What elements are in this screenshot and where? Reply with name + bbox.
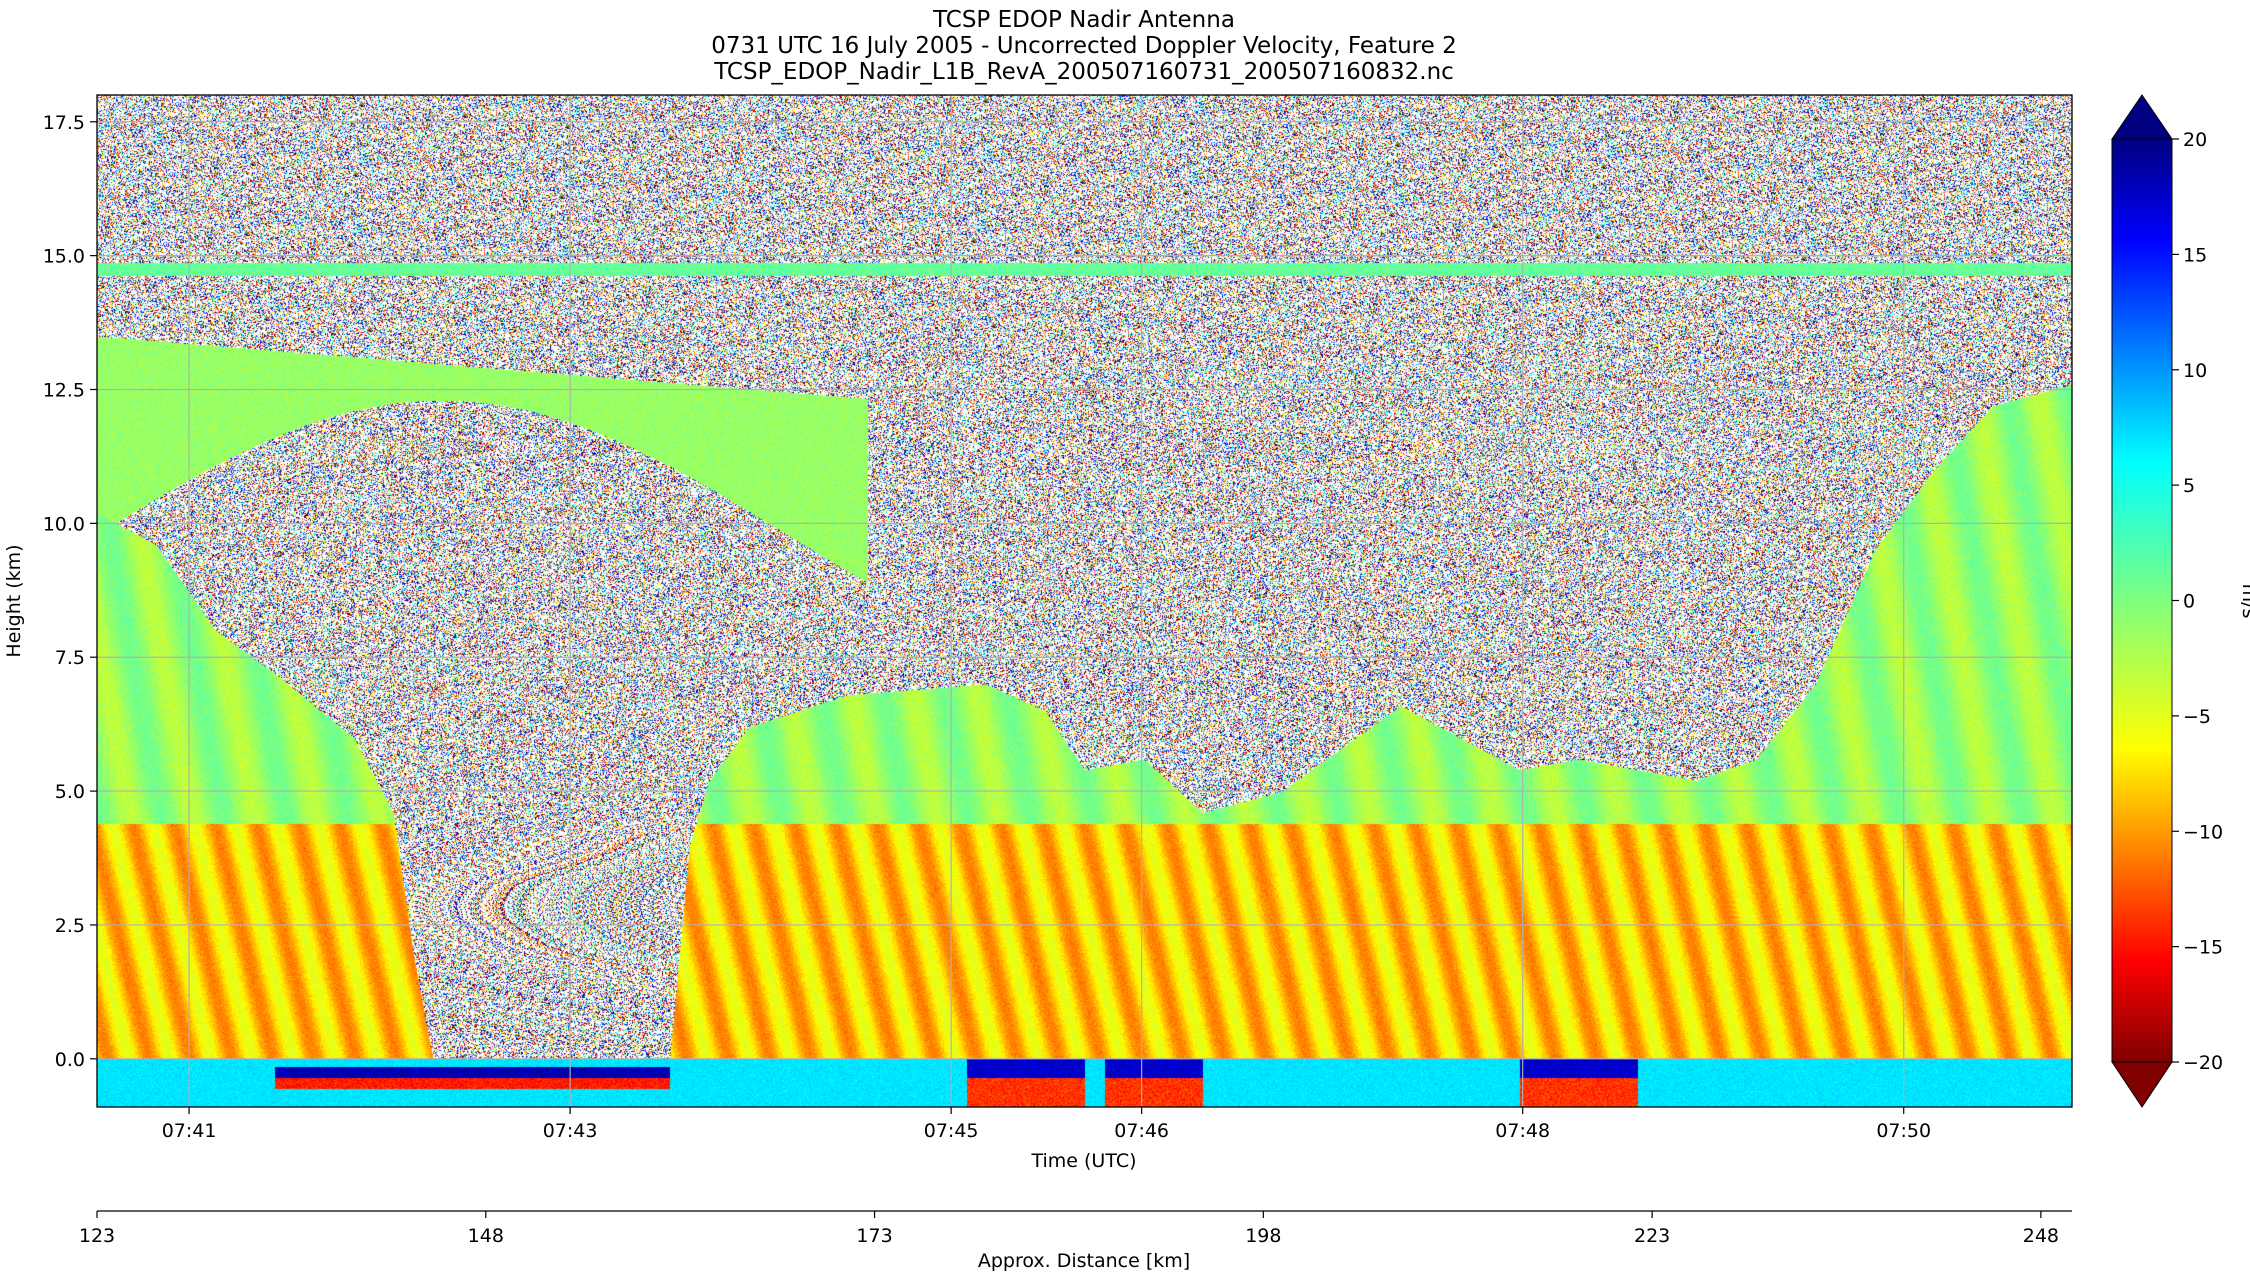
colorbar-label: m/s — [2238, 584, 2250, 619]
y-axis-label: Height (km) — [3, 544, 25, 657]
y-tick-label: 12.5 — [43, 379, 85, 401]
colorbar-tick-label: 10 — [2183, 360, 2207, 382]
chart-title-line-2: 0731 UTC 16 July 2005 - Uncorrected Dopp… — [711, 33, 1456, 59]
x-tick-label: 07:45 — [924, 1120, 979, 1142]
x-axis-label: Time (UTC) — [1030, 1150, 1136, 1172]
colorbar-tick-label: 20 — [2183, 129, 2207, 151]
distance-tick-label: 198 — [1245, 1225, 1281, 1247]
distance-tick-label: 173 — [856, 1225, 892, 1247]
colorbar-tick-label: −5 — [2183, 706, 2211, 728]
x-axis: 07:41 07:43 07:45 07:46 07:48 07:50 — [162, 1107, 1931, 1142]
colorbar-tick-label: 5 — [2183, 475, 2195, 497]
x-tick-label: 07:50 — [1876, 1120, 1931, 1142]
chart-title-line-1: TCSP EDOP Nadir Antenna — [932, 7, 1235, 33]
colorbar-gradient — [2111, 138, 2173, 1063]
colorbar-tick-label: −15 — [2183, 937, 2223, 959]
x-tick-label: 07:41 — [162, 1120, 217, 1142]
x-tick-label: 07:48 — [1495, 1120, 1550, 1142]
y-tick-label: 17.5 — [43, 112, 85, 134]
distance-axis-label: Approx. Distance [km] — [978, 1250, 1190, 1272]
plot-area — [97, 95, 2072, 1107]
colorbar-bottom-extension — [2111, 1061, 2173, 1108]
y-tick-label: 7.5 — [55, 647, 85, 669]
colorbar-top-extension — [2111, 94, 2173, 140]
velocity-field-image — [97, 95, 2072, 1107]
colorbar: −20 −15 −10 −5 0 5 10 15 20 m/s — [2111, 94, 2250, 1108]
x-tick-label: 07:46 — [1114, 1120, 1169, 1142]
colorbar-tick-label: −20 — [2183, 1052, 2223, 1074]
x-tick-label: 07:43 — [543, 1120, 598, 1142]
colorbar-tick-label: −10 — [2183, 821, 2223, 843]
plot-frame — [96, 94, 2073, 1108]
distance-tick-label: 148 — [468, 1225, 504, 1247]
y-tick-label: 2.5 — [55, 915, 85, 937]
distance-axis: 123 148 173 198 223 248 — [79, 1210, 2072, 1247]
distance-tick-label: 223 — [1634, 1225, 1670, 1247]
y-tick-label: 5.0 — [55, 781, 85, 803]
y-tick-label: 0.0 — [55, 1049, 85, 1071]
y-axis: 0.0 2.5 5.0 7.5 10.0 12.5 15.0 17.5 — [43, 112, 97, 1071]
y-tick-label: 10.0 — [43, 513, 85, 535]
grid-lines — [97, 95, 2072, 1107]
chart-title-line-3: TCSP_EDOP_Nadir_L1B_RevA_200507160731_20… — [713, 59, 1454, 85]
distance-tick-label: 248 — [2023, 1225, 2059, 1247]
colorbar-tick-label: 0 — [2183, 591, 2195, 613]
y-tick-label: 15.0 — [43, 246, 85, 268]
colorbar-ticks: −20 −15 −10 −5 0 5 10 15 20 — [2172, 129, 2223, 1074]
distance-tick-label: 123 — [79, 1225, 115, 1247]
colorbar-tick-label: 15 — [2183, 244, 2207, 266]
